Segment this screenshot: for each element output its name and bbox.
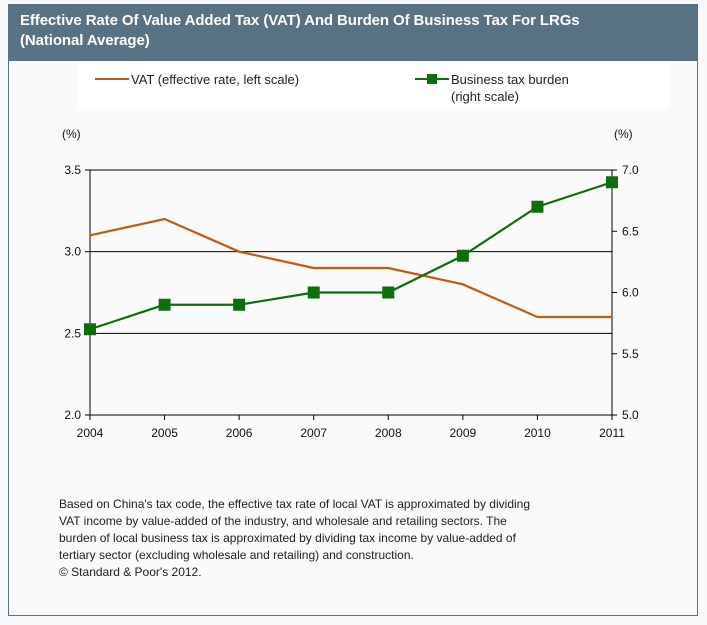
footnote-line: VAT income by value-added of the industr… — [59, 514, 507, 528]
legend-business-marker — [427, 74, 437, 84]
business-tax-point — [382, 286, 395, 299]
right-tick-label: 6.5 — [622, 224, 639, 238]
footnote-line: tertiary sector (excluding wholesale and… — [59, 548, 414, 562]
right-axis-unit: (%) — [614, 127, 633, 141]
business-tax-point — [531, 200, 544, 213]
business-tax-point — [307, 286, 320, 299]
legend-business-label: Business tax burden (right scale) — [451, 71, 569, 105]
left-tick-label: 3.0 — [64, 245, 81, 259]
footnote-line: burden of local business tax is approxim… — [59, 531, 516, 545]
left-axis-unit: (%) — [62, 127, 81, 141]
business-tax-point — [84, 323, 96, 336]
right-tick-label: 7.0 — [622, 163, 639, 177]
left-tick-label: 2.0 — [64, 408, 81, 422]
footnote-line: Based on China's tax code, the effective… — [59, 497, 530, 511]
x-tick-label: 2005 — [151, 426, 178, 440]
business-tax-point — [456, 249, 469, 262]
x-tick-label: 2004 — [77, 426, 104, 440]
x-tick-label: 2010 — [524, 426, 551, 440]
footnote: Based on China's tax code, the effective… — [59, 496, 659, 581]
chart-title-line1: Effective Rate Of Value Added Tax (VAT) … — [20, 12, 580, 29]
x-tick-label: 2006 — [226, 426, 253, 440]
legend-business-line2: (right scale) — [451, 89, 519, 104]
x-tick-label: 2007 — [300, 426, 327, 440]
x-tick-label: 2008 — [375, 426, 402, 440]
x-tick-label: 2011 — [599, 426, 625, 440]
business-tax-line — [89, 181, 613, 331]
line-chart: (%) (%) 2.0 2.5 3.0 3.5 5.0 5.5 6.0 6.5 7.0 2004 2… — [62, 127, 639, 440]
vat-line — [89, 217, 612, 319]
legend-vat-label: VAT (effective rate, left scale) — [131, 72, 300, 87]
copyright: © Standard & Poor's 2012. — [59, 565, 202, 579]
legend-business-line1: Business tax burden — [451, 72, 569, 87]
chart-legend: VAT (effective rate, left scale) Busines… — [78, 63, 670, 109]
right-tick-label: 5.5 — [622, 347, 639, 361]
left-tick-label: 3.5 — [64, 163, 81, 177]
right-tick-label: 5.0 — [622, 408, 639, 422]
business-tax-point — [606, 176, 618, 189]
x-tick-label: 2009 — [450, 426, 477, 440]
business-tax-point — [158, 298, 171, 311]
chart-title-line2: (National Average) — [20, 32, 150, 49]
left-tick-label: 2.5 — [64, 326, 81, 340]
business-tax-point — [233, 298, 246, 311]
right-tick-label: 6.0 — [622, 286, 639, 300]
chart-header: Effective Rate Of Value Added Tax (VAT) … — [9, 5, 697, 61]
